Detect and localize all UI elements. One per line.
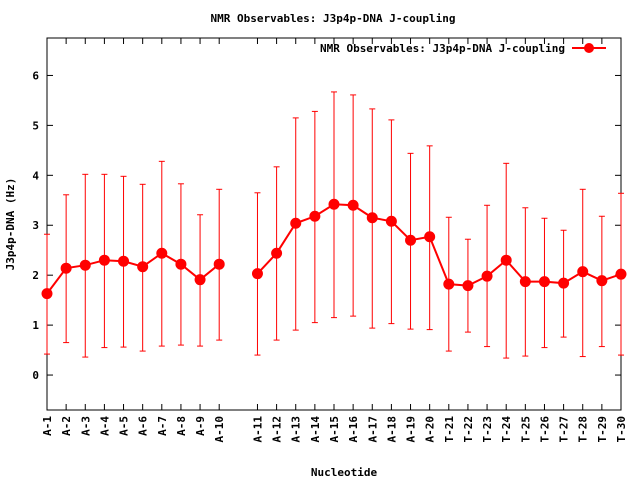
series-line-segment [46,252,220,295]
data-point [615,268,627,280]
x-tick-label: A-13 [290,416,303,443]
data-point [118,255,130,267]
x-tick-label: A-9 [194,416,207,436]
x-tick-label: T-25 [519,416,532,443]
data-point [79,259,91,271]
data-point [213,258,225,270]
x-tick-label: A-12 [271,416,284,443]
x-tick-label: T-28 [577,416,590,443]
data-point [194,274,206,286]
x-tick-label: A-15 [328,416,341,443]
y-axis-ticks: 0 1 2 3 4 5 6 [32,69,621,382]
data-point [41,288,53,300]
data-point [405,234,417,246]
x-axis-label: Nucleotide [311,466,378,479]
legend: NMR Observables: J3p4p-DNA J-coupling [320,42,606,55]
data-point [251,268,263,280]
data-point [175,258,187,270]
data-point [347,199,359,211]
legend-label: NMR Observables: J3p4p-DNA J-coupling [320,42,565,55]
x-tick-label: A-20 [424,416,437,443]
error-bars [44,91,624,359]
x-tick-label: T-24 [500,416,513,443]
legend-marker [584,43,594,53]
series-points [41,198,627,300]
x-tick-label: A-19 [405,416,418,443]
chart-title: NMR Observables: J3p4p-DNA J-coupling [210,12,455,25]
x-tick-label: A-5 [118,416,131,436]
data-point [519,276,531,288]
data-point [481,270,493,282]
data-point [290,217,302,229]
x-tick-label: A-1 [41,416,54,436]
x-tick-label: A-17 [366,416,379,443]
x-tick-label: T-21 [443,416,456,443]
data-point [424,231,436,243]
y-tick-label: 1 [32,319,39,332]
data-point [366,212,378,224]
data-point [558,277,570,289]
x-tick-label: A-2 [60,416,73,436]
x-tick-label: A-3 [79,416,92,436]
y-tick-label: 0 [32,369,39,382]
y-tick-label: 5 [32,119,39,132]
x-tick-label: A-14 [309,416,322,443]
x-tick-label: A-18 [385,416,398,443]
y-tick-label: 3 [32,219,39,232]
data-point [500,254,512,266]
x-tick-label: A-10 [213,416,226,443]
data-point [577,266,589,278]
data-point [271,247,283,259]
x-tick-label: A-4 [98,416,111,436]
x-tick-label: T-30 [615,416,628,443]
x-tick-label: T-29 [596,416,609,443]
x-tick-label: T-27 [558,416,571,443]
data-point [137,261,149,273]
data-point [328,198,340,210]
y-tick-label: 4 [32,169,39,182]
x-tick-label: T-22 [462,416,475,443]
y-tick-label: 2 [32,269,39,282]
x-tick-label: T-26 [538,416,551,443]
data-point [385,215,397,227]
x-tick-label: A-8 [175,416,188,436]
data-point [443,278,455,290]
data-point [596,275,608,287]
data-point [60,262,72,274]
x-tick-label: A-11 [251,416,264,443]
y-tick-label: 6 [32,69,39,82]
data-point [462,280,474,292]
data-point [309,210,321,222]
x-tick-label: A-6 [137,416,150,436]
data-point [98,254,110,266]
x-axis-ticks: A-1 A-2 A-3 A-4 A-5 A-6 A-7 A-8 A-9 A-10 A-11 A-12 A… [41,38,628,443]
data-point [538,276,550,288]
x-tick-label: A-7 [156,416,169,436]
x-tick-label: T-23 [481,416,494,443]
y-axis-label: J3p4p-DNA (Hz) [4,178,17,271]
x-tick-label: A-16 [347,416,360,443]
data-point [156,247,168,259]
